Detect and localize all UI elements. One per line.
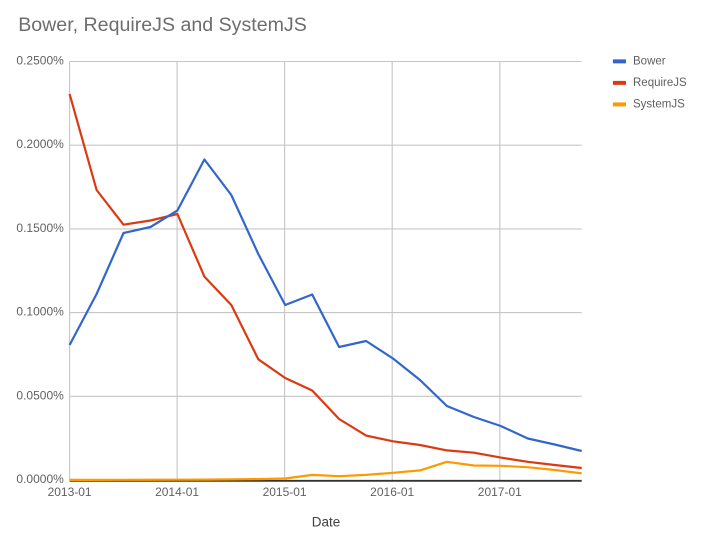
svg-text:0.2000%: 0.2000% — [16, 137, 64, 151]
svg-text:2017-01: 2017-01 — [478, 485, 522, 499]
svg-text:0.1000%: 0.1000% — [16, 305, 64, 319]
svg-text:2014-01: 2014-01 — [155, 485, 199, 499]
svg-text:Date: Date — [312, 514, 341, 529]
svg-text:RequireJS: RequireJS — [633, 77, 687, 89]
svg-text:Bower, RequireJS and SystemJS: Bower, RequireJS and SystemJS — [18, 14, 307, 36]
svg-text:2016-01: 2016-01 — [370, 485, 414, 499]
svg-text:2013-01: 2013-01 — [48, 485, 92, 499]
svg-text:0.1500%: 0.1500% — [16, 221, 64, 235]
svg-text:0.0500%: 0.0500% — [16, 388, 64, 402]
svg-text:0.0000%: 0.0000% — [16, 472, 64, 486]
svg-text:Bower: Bower — [633, 56, 666, 68]
svg-text:SystemJS: SystemJS — [633, 99, 685, 111]
svg-text:2015-01: 2015-01 — [263, 485, 307, 499]
svg-text:0.2500%: 0.2500% — [16, 54, 64, 68]
